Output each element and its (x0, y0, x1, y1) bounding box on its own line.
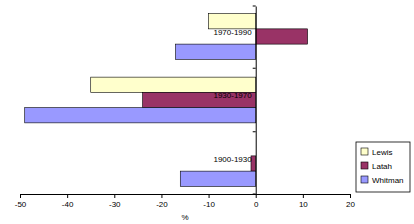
bar (143, 92, 256, 107)
x-tick-mark (20, 194, 21, 198)
legend-label: Lewis (372, 148, 392, 157)
x-tick-mark (161, 194, 162, 198)
legend-label: Latah (372, 162, 392, 171)
x-tick-label: -30 (109, 200, 121, 209)
x-tick: 20 (346, 194, 355, 209)
x-axis: -50 -40 -30 -20 -10 0 10 20 (15, 194, 356, 209)
y-tick-label: 1930-1970 (213, 91, 252, 100)
category-separator (253, 131, 256, 132)
x-tick: -20 (156, 194, 168, 209)
y-axis-line (256, 7, 257, 195)
x-axis-line (21, 194, 351, 195)
legend-frame (356, 142, 410, 192)
x-tick: -50 (15, 194, 27, 209)
bar (25, 108, 256, 123)
legend: Lewis Latah Whitman (356, 142, 410, 192)
x-tick: -30 (109, 194, 121, 209)
legend-label: Whitman (372, 176, 404, 185)
plot: -50-40-30-20-1001020%1970-19901930-19701… (15, 6, 356, 222)
x-tick-mark (256, 194, 257, 198)
x-tick-label: -20 (156, 200, 168, 209)
bar (209, 14, 256, 29)
x-tick-label: -50 (15, 200, 27, 209)
x-tick: 0 (254, 194, 259, 209)
x-tick: 10 (299, 194, 308, 209)
category-separator (253, 194, 256, 195)
x-tick-label: -10 (203, 200, 215, 209)
x-tick: -40 (62, 194, 74, 209)
bars (25, 14, 308, 187)
x-tick-mark (350, 194, 351, 198)
x-tick-label: 10 (299, 200, 308, 209)
x-tick-mark (303, 194, 304, 198)
x-tick-mark (209, 194, 210, 198)
y-tick-label: 1970-1990 (213, 28, 252, 37)
bar (256, 29, 308, 44)
bar (180, 171, 255, 186)
x-axis-title: % (181, 213, 188, 222)
chart: -50-40-30-20-1001020%1970-19901930-19701… (0, 0, 414, 224)
x-tick-mark (114, 194, 115, 198)
category-separator (253, 6, 256, 7)
x-tick-label: -40 (62, 200, 74, 209)
category-separator (253, 68, 256, 69)
bar (91, 77, 256, 92)
y-tick: 1970-1990 (213, 28, 255, 37)
x-tick: -10 (203, 194, 215, 209)
y-axis: 1970-1990 1930-1970 1900-1930 (213, 7, 256, 195)
x-tick-label: 20 (346, 200, 355, 209)
y-tick-label: 1900-1930 (213, 155, 252, 164)
x-tick-mark (67, 194, 68, 198)
bar (176, 44, 256, 59)
y-tick: 1930-1970 (213, 91, 255, 100)
y-tick: 1900-1930 (213, 155, 255, 164)
legend-swatch (361, 176, 368, 183)
x-tick-label: 0 (254, 200, 259, 209)
legend-swatch (361, 162, 368, 169)
legend-swatch (361, 148, 368, 155)
